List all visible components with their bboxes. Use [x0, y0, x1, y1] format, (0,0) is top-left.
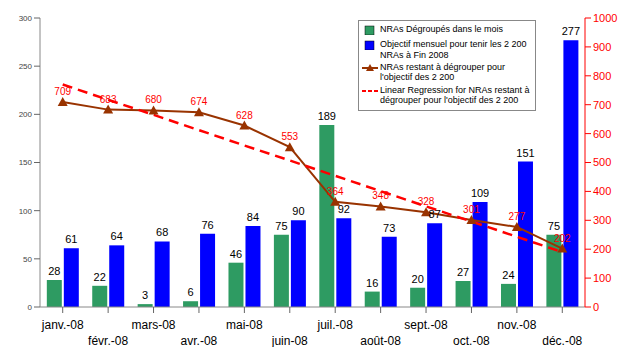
svg-text:100: 100: [19, 207, 33, 216]
svg-text:août-08: août-08: [360, 334, 401, 347]
svg-text:0: 0: [28, 303, 33, 312]
svg-text:84: 84: [247, 211, 259, 223]
html-text:NRAs restant à dégrouper pour: NRAs restant à dégrouper pour l'objectif…: [380, 62, 506, 83]
html-text:Objectif mensuel pour tenir le: Objectif mensuel pour tenir les 2 200 NR…: [380, 39, 527, 60]
svg-text:6: 6: [188, 286, 194, 298]
svg-text:150: 150: [19, 158, 33, 167]
svg-text:500: 500: [593, 156, 611, 168]
svg-text:juil.-08: juil.-08: [317, 318, 354, 332]
svg-text:3: 3: [142, 289, 148, 301]
svg-text:709: 709: [54, 86, 71, 97]
svg-text:900: 900: [593, 41, 611, 53]
svg-text:151: 151: [516, 147, 534, 159]
svg-text:301: 301: [463, 204, 480, 215]
svg-text:64: 64: [111, 230, 123, 242]
svg-text:27: 27: [457, 266, 469, 278]
svg-text:674: 674: [191, 96, 208, 107]
svg-text:75: 75: [275, 220, 287, 232]
svg-text:200: 200: [593, 243, 611, 255]
svg-text:90: 90: [292, 205, 304, 217]
svg-text:348: 348: [372, 190, 389, 201]
svg-text:189: 189: [318, 110, 336, 122]
svg-text:200: 200: [19, 110, 33, 119]
svg-text:100: 100: [593, 272, 611, 284]
svg-text:277: 277: [509, 211, 526, 222]
svg-text:700: 700: [593, 99, 611, 111]
svg-text:1000: 1000: [593, 12, 617, 24]
svg-text:250: 250: [19, 62, 33, 71]
svg-text:28: 28: [48, 265, 60, 277]
svg-text:109: 109: [471, 187, 489, 199]
svg-text:75: 75: [548, 220, 560, 232]
svg-text:202: 202: [554, 233, 571, 244]
svg-text:364: 364: [327, 186, 344, 197]
svg-text:400: 400: [593, 185, 611, 197]
svg-text:61: 61: [65, 233, 77, 245]
svg-text:46: 46: [230, 248, 242, 260]
svg-text:mai-08: mai-08: [226, 318, 263, 332]
svg-text:0: 0: [593, 301, 599, 313]
svg-text:déc.-08: déc.-08: [542, 334, 582, 347]
svg-text:22: 22: [94, 271, 106, 283]
svg-text:800: 800: [593, 70, 611, 82]
svg-text:628: 628: [236, 110, 253, 121]
svg-text:553: 553: [281, 131, 298, 142]
svg-text:73: 73: [383, 222, 395, 234]
svg-text:680: 680: [145, 94, 162, 105]
svg-text:76: 76: [201, 219, 213, 231]
svg-text:avr.-08: avr.-08: [181, 334, 218, 347]
svg-text:nov.-08: nov.-08: [497, 318, 536, 332]
svg-text:16: 16: [366, 277, 378, 289]
svg-text:300: 300: [19, 14, 33, 23]
svg-text:87: 87: [429, 208, 441, 220]
svg-text:24: 24: [502, 269, 514, 281]
svg-text:50: 50: [23, 255, 32, 264]
svg-text:oct.-08: oct.-08: [453, 334, 490, 347]
svg-text:20: 20: [412, 273, 424, 285]
svg-text:328: 328: [418, 196, 435, 207]
html-text:NRAs Dégroupés dans le mois: NRAs Dégroupés dans le mois: [380, 24, 504, 34]
svg-text:68: 68: [156, 226, 168, 238]
svg-text:683: 683: [100, 94, 117, 105]
svg-text:juin-08: juin-08: [271, 334, 308, 347]
svg-text:277: 277: [562, 25, 580, 37]
svg-text:600: 600: [593, 128, 611, 140]
svg-text:sept.-08: sept.-08: [404, 318, 448, 332]
svg-text:févr.-08: févr.-08: [88, 334, 128, 347]
svg-text:mars-08: mars-08: [132, 318, 176, 332]
svg-text:300: 300: [593, 214, 611, 226]
svg-text:92: 92: [338, 203, 350, 215]
html-text:Linear Regression for NRAs res: Linear Regression for NRAs restant à dég…: [380, 84, 530, 106]
svg-text:janv.-08: janv.-08: [41, 318, 84, 332]
